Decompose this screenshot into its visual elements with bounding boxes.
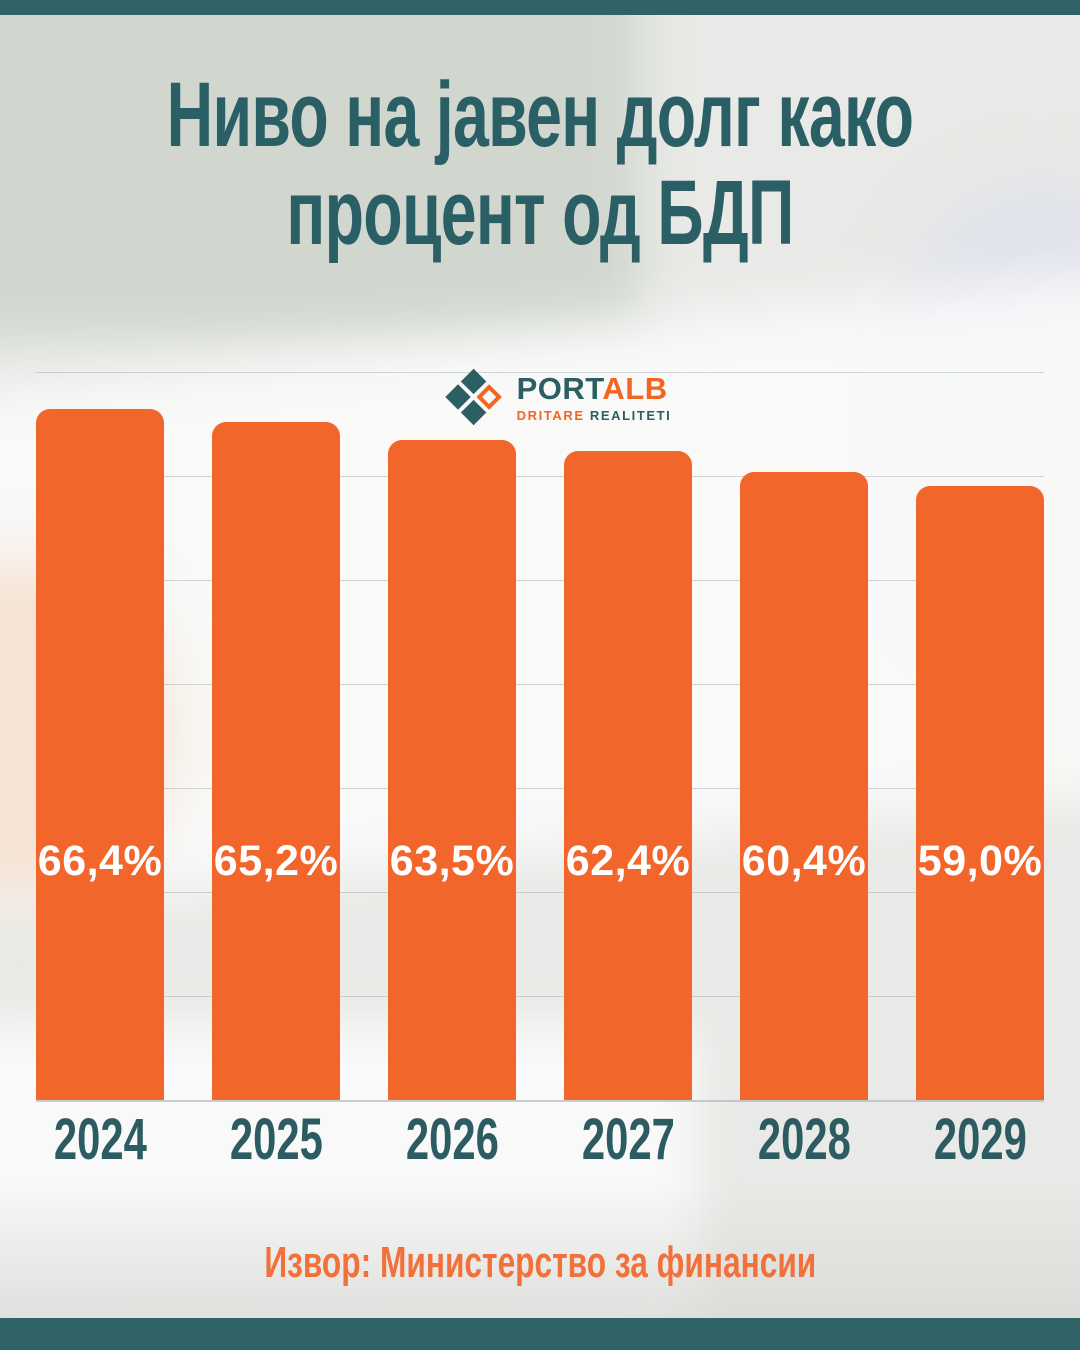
portalb-logo-text: PORTALB DRITARE REALITETI	[517, 373, 672, 422]
bottom-border-strip	[0, 1318, 1080, 1350]
gridline-10	[36, 996, 1044, 997]
bar-2026: 63,5%	[388, 439, 516, 1100]
title-line-1: Ниво на јавен долг како	[166, 64, 914, 166]
bar-2024: 66,4%	[36, 409, 164, 1100]
x-axis-labels: 2024 2025 2026 2027 2028 2029	[36, 1106, 1044, 1173]
bar-value-label-2026: 63,5%	[389, 837, 515, 885]
year-label-2027: 2027	[581, 1107, 675, 1172]
bar-2027: 62,4%	[564, 451, 692, 1100]
gridline-60	[36, 476, 1044, 477]
logo-tagline: DRITARE REALITETI	[517, 409, 672, 422]
logo-tagline-primary: REALITETI	[589, 407, 672, 423]
source-caption: Извор: Министерство за финансии	[0, 1238, 1080, 1288]
top-border-strip	[0, 0, 1080, 15]
bar-2025: 65,2%	[212, 421, 340, 1100]
bar-value-label-2025: 65,2%	[213, 837, 339, 885]
gridline-20	[36, 892, 1044, 893]
logo-tagline-accent: DRITARE	[516, 407, 585, 423]
title-line-2: процент од БДП	[286, 162, 794, 264]
chart-title: Ниво на јавен долг како процент од БДП	[0, 66, 1080, 262]
logo-name-primary: PORT	[516, 370, 603, 406]
bar-value-label-2029: 59,0%	[917, 837, 1043, 885]
year-label-2025: 2025	[229, 1107, 323, 1172]
logo-name: PORTALB	[517, 373, 672, 404]
bar-value-label-2028: 60,4%	[741, 837, 867, 885]
source-text: Извор: Министерство за финансии	[264, 1238, 816, 1287]
bar-value-label-2024: 66,4%	[37, 837, 163, 885]
gridline-30	[36, 788, 1044, 789]
gridline-70	[36, 372, 1044, 373]
portalb-logo: PORTALB DRITARE REALITETI	[445, 368, 672, 426]
background-blob	[0, 0, 640, 340]
portalb-logo-icon	[445, 368, 503, 426]
gridline-50	[36, 580, 1044, 581]
bar-value-label-2027: 62,4%	[565, 837, 691, 885]
diamond-cluster	[445, 368, 502, 426]
bar-2028: 60,4%	[740, 471, 868, 1100]
logo-name-accent: ALB	[602, 370, 668, 406]
bar-2029: 59,0%	[916, 486, 1044, 1100]
year-label-2024: 2024	[53, 1107, 147, 1172]
year-label-2029: 2029	[933, 1107, 1027, 1172]
gridline-40	[36, 684, 1044, 685]
year-label-2028: 2028	[757, 1107, 851, 1172]
year-label-2026: 2026	[405, 1107, 499, 1172]
chart-bars: 66,4% 65,2% 63,5% 62,4% 60,4% 59,0%	[36, 372, 1044, 1100]
bar-chart: 66,4% 65,2% 63,5% 62,4% 60,4% 59,0%	[36, 372, 1044, 1102]
